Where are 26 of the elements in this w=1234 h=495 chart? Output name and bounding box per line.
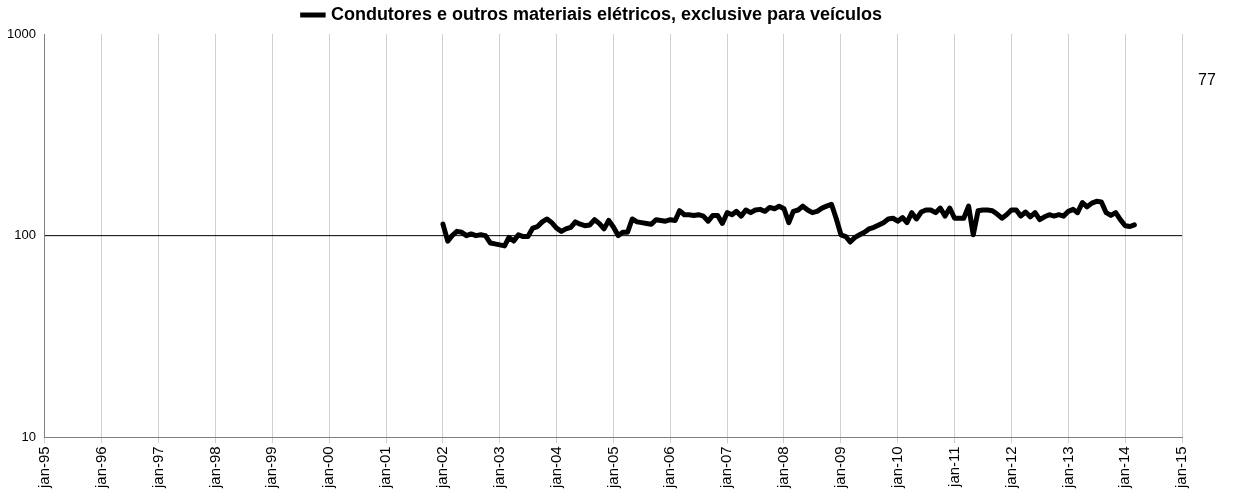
- x-tick-label: jan-06: [660, 446, 678, 490]
- x-tick-label: jan-12: [1001, 446, 1019, 490]
- x-tick-label: jan-00: [319, 446, 337, 490]
- x-tick-label: jan-02: [433, 446, 451, 490]
- x-tick-label: jan-96: [91, 446, 109, 490]
- x-tick-label: jan-15: [1172, 446, 1190, 490]
- y-tick-label: 10: [21, 428, 36, 444]
- x-tick-label: jan-97: [148, 446, 166, 490]
- text: 77: [1198, 71, 1216, 89]
- x-tick-label: jan-13: [1058, 446, 1076, 490]
- x-tick-label: jan-11: [944, 446, 962, 488]
- x-tick-label: jan-08: [774, 446, 792, 490]
- x-tick-label: jan-01: [376, 446, 394, 490]
- x-tick-label: jan-99: [262, 446, 280, 490]
- x-tick-label: jan-98: [205, 446, 223, 490]
- y-tick-label: 100: [14, 227, 36, 243]
- x-tick-label: jan-14: [1115, 446, 1133, 490]
- y-tick-label: 1000: [7, 25, 36, 41]
- x-tick-label: jan-07: [717, 446, 735, 490]
- x-tick-label: jan-03: [489, 446, 507, 490]
- legend-label: Condutores e outros materiais elétricos, exclusive para veículos: [330, 3, 883, 24]
- x-tick-label: jan-95: [35, 446, 53, 490]
- x-tick-label: jan-09: [831, 446, 849, 490]
- x-tick-label: jan-04: [546, 446, 564, 490]
- x-tick-label: jan-10: [887, 446, 905, 490]
- x-tick-label: jan-05: [603, 446, 621, 490]
